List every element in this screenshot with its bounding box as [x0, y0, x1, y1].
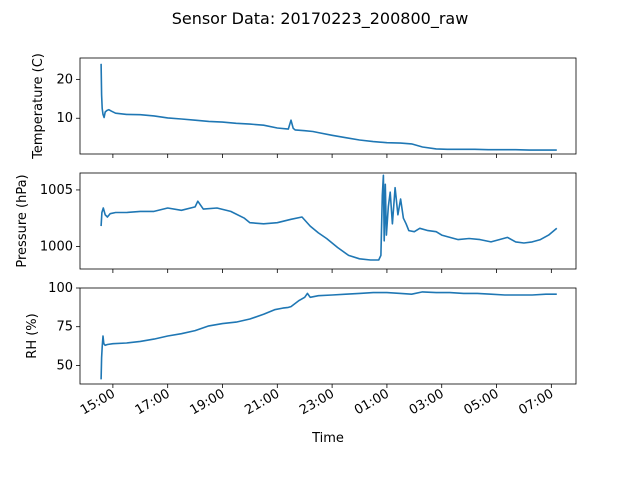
humidity-ytick-label-0: 50	[56, 358, 73, 373]
humidity-panel: RH (%)	[25, 287, 577, 385]
temperature-ytick-label-0: 10	[56, 111, 73, 126]
x-tick-label-6: 03:00	[407, 386, 447, 418]
pressure-ytick-label-1: 1005	[40, 183, 73, 198]
x-tick-label-3: 21:00	[242, 386, 282, 418]
chart-title: Sensor Data: 20170223_200800_raw	[172, 9, 469, 29]
humidity-series-line	[100, 291, 557, 380]
temperature-ylabel: Temperature (C)	[31, 53, 46, 160]
pressure-ylabel: Pressure (hPa)	[15, 174, 30, 267]
humidity-ytick-label-2: 100	[48, 281, 73, 296]
x-tick-label-0: 15:00	[78, 386, 118, 418]
x-tick-label-4: 23:00	[297, 386, 337, 418]
temperature-series-line	[100, 63, 557, 151]
x-tick-label-1: 17:00	[133, 386, 173, 418]
humidity-axes	[79, 287, 577, 385]
x-tick-label-7: 05:00	[462, 386, 502, 418]
humidity-ylabel: RH (%)	[25, 313, 40, 358]
temperature-panel: Temperature (C)	[31, 53, 577, 160]
x-axis-label: Time	[311, 431, 344, 446]
x-tick-label-8: 07:00	[516, 386, 556, 418]
pressure-panel: Pressure (hPa)	[15, 172, 577, 270]
pressure-axes	[79, 172, 577, 270]
temperature-axes	[79, 57, 577, 155]
temperature-ytick-label-1: 20	[56, 72, 73, 87]
pressure-ytick-label-0: 1000	[40, 239, 73, 254]
pressure-series-line	[100, 174, 558, 261]
humidity-ytick-label-1: 75	[56, 320, 73, 335]
x-tick-label-2: 19:00	[188, 386, 228, 418]
x-tick-label-5: 01:00	[352, 386, 392, 418]
